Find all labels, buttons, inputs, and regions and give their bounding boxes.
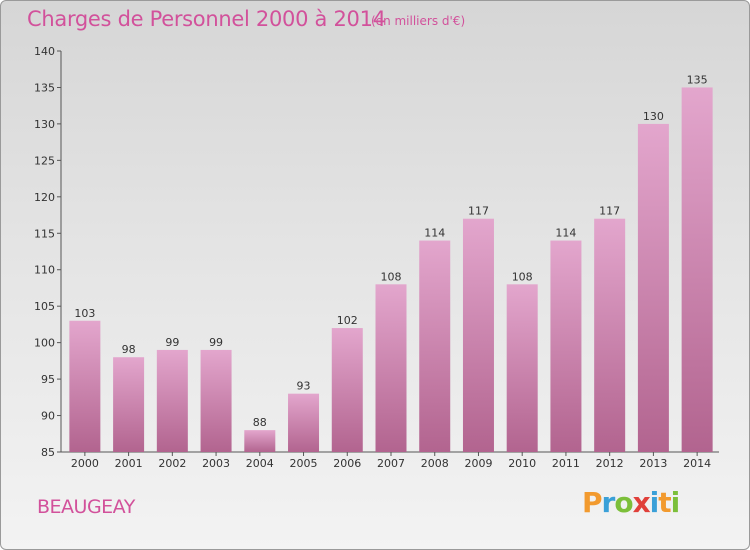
bar bbox=[419, 240, 451, 452]
bar bbox=[69, 320, 101, 452]
bar bbox=[550, 240, 582, 452]
bar bbox=[594, 218, 626, 452]
y-tick-label: 95 bbox=[41, 373, 55, 386]
bar-value-label: 99 bbox=[165, 336, 179, 349]
y-tick-label: 125 bbox=[34, 154, 55, 167]
logo-letter: i bbox=[649, 486, 660, 519]
logo-letter: x bbox=[632, 486, 651, 519]
y-tick-label: 110 bbox=[34, 264, 55, 277]
bar-value-label: 114 bbox=[555, 227, 576, 240]
y-tick-label: 135 bbox=[34, 81, 55, 94]
bar-value-label: 130 bbox=[643, 110, 664, 123]
y-tick-label: 115 bbox=[34, 227, 55, 240]
x-tick-label: 2011 bbox=[552, 457, 580, 470]
x-tick-label: 2003 bbox=[202, 457, 230, 470]
x-tick-label: 2010 bbox=[508, 457, 536, 470]
x-tick-label: 2002 bbox=[158, 457, 186, 470]
bar bbox=[331, 328, 363, 452]
y-tick-label: 140 bbox=[34, 45, 55, 58]
bar bbox=[506, 284, 538, 452]
x-tick-label: 2001 bbox=[115, 457, 143, 470]
y-tick-label: 130 bbox=[34, 118, 55, 131]
bar-value-label: 99 bbox=[209, 336, 223, 349]
chart-title: Charges de Personnel 2000 à 2014 bbox=[27, 7, 386, 31]
bar bbox=[375, 284, 407, 452]
town-name: BEAUGEAY bbox=[37, 496, 135, 518]
bar-value-label: 102 bbox=[337, 314, 358, 327]
bar-value-label: 108 bbox=[512, 270, 533, 283]
y-tick-label: 85 bbox=[41, 446, 55, 459]
bar-value-label: 117 bbox=[468, 205, 489, 218]
logo-letter: P bbox=[582, 486, 603, 519]
x-tick-label: 2000 bbox=[71, 457, 99, 470]
bar bbox=[462, 218, 494, 452]
proxiti-logo[interactable]: Proxiti bbox=[582, 486, 681, 519]
bar-value-label: 103 bbox=[74, 307, 95, 320]
x-tick-label: 2014 bbox=[683, 457, 711, 470]
logo-letter: t bbox=[658, 486, 671, 519]
x-tick-label: 2008 bbox=[421, 457, 449, 470]
x-tick-label: 2005 bbox=[290, 457, 318, 470]
bar bbox=[200, 349, 232, 452]
bar-value-label: 114 bbox=[424, 227, 445, 240]
bar-value-label: 135 bbox=[687, 73, 708, 86]
logo-letter: r bbox=[601, 486, 616, 519]
bar-value-label: 98 bbox=[122, 343, 136, 356]
bar bbox=[244, 430, 276, 452]
y-tick-label: 100 bbox=[34, 337, 55, 350]
chart-subtitle: (en milliers d'€) bbox=[371, 14, 466, 28]
x-tick-label: 2013 bbox=[639, 457, 667, 470]
bar bbox=[156, 349, 188, 452]
y-tick-label: 120 bbox=[34, 191, 55, 204]
bar bbox=[681, 87, 713, 453]
bar-value-label: 117 bbox=[599, 205, 620, 218]
bar-value-label: 108 bbox=[381, 270, 402, 283]
logo-letter: o bbox=[614, 486, 633, 519]
bar-value-label: 93 bbox=[297, 380, 311, 393]
bar bbox=[637, 123, 669, 452]
bar-value-label: 88 bbox=[253, 416, 267, 429]
x-tick-label: 2007 bbox=[377, 457, 405, 470]
y-tick-label: 105 bbox=[34, 300, 55, 313]
x-tick-label: 2009 bbox=[464, 457, 492, 470]
x-tick-label: 2012 bbox=[596, 457, 624, 470]
bar bbox=[288, 393, 320, 452]
logo-letter: i bbox=[670, 486, 681, 519]
y-tick-label: 90 bbox=[41, 410, 55, 423]
x-tick-label: 2004 bbox=[246, 457, 274, 470]
bar bbox=[113, 357, 145, 452]
x-tick-label: 2006 bbox=[333, 457, 361, 470]
